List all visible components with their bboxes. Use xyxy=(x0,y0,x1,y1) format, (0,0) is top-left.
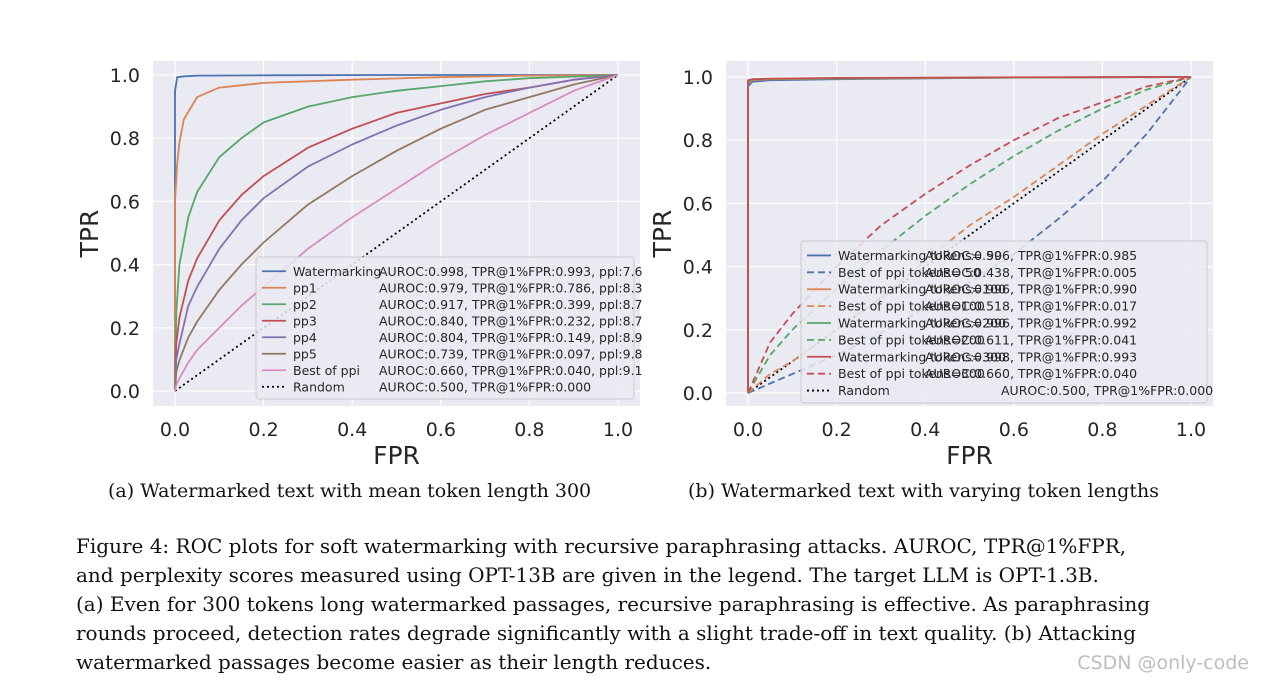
y-tick-label: 0.0 xyxy=(110,381,140,403)
y-axis-label: TPR xyxy=(75,210,104,259)
y-tick-label: 1.0 xyxy=(110,65,140,87)
series-line-6 xyxy=(747,76,1192,394)
legend-entry-stats: AUROC:0.840, TPR@1%FPR:0.232, ppl:8.7 xyxy=(379,313,643,328)
legend-entry-stats: AUROC:0.998, TPR@1%FPR:0.993, ppl:7.6 xyxy=(379,264,643,279)
legend-entry-name: Best of ppi tokens=100 xyxy=(838,299,985,314)
caption-line: watermarked passages become easier as th… xyxy=(76,650,712,674)
x-tick-label: 0.8 xyxy=(1087,419,1117,441)
legend-entry-name: Watermarking tokens= 50 xyxy=(838,248,1002,263)
subcaption-b: (b) Watermarked text with varying token … xyxy=(688,480,1159,502)
site-watermark: CSDN @only-code xyxy=(1077,652,1249,674)
legend-entry-stats: AUROC:0.917, TPR@1%FPR:0.399, ppl:8.7 xyxy=(379,297,643,312)
legend-entry-stats: AUROC:0.518, TPR@1%FPR:0.017 xyxy=(925,299,1137,314)
legend-entry-name: pp4 xyxy=(293,330,317,345)
y-tick-label: 0.6 xyxy=(683,193,713,215)
figure: 0.0 0.0 0.2 0.2 0.4 0.4 0.6 0.6 0.8 0.8 1.0 1.0 FPR T… xyxy=(75,61,1213,470)
series-line-3 xyxy=(174,74,619,392)
legend-entry-name: Watermarking xyxy=(293,264,381,279)
x-axis-label: FPR xyxy=(373,441,420,470)
caption-line: (a) Even for 300 tokens long watermarked… xyxy=(76,592,1151,616)
series-line-5 xyxy=(174,74,619,392)
legend-entry-name: pp1 xyxy=(293,280,317,295)
caption-line: and perplexity scores measured using OPT… xyxy=(76,563,1099,587)
subcaption-a: (a) Watermarked text with mean token len… xyxy=(108,480,592,502)
series-line-1 xyxy=(174,74,618,391)
legend-entry-name: Random xyxy=(293,379,345,394)
x-axis-label: FPR xyxy=(946,441,993,470)
caption-line: Figure 4: ROC plots for soft watermarkin… xyxy=(76,534,1127,558)
x-tick-label: 1.0 xyxy=(603,419,633,441)
chart-a: 0.0 0.0 0.2 0.2 0.4 0.4 0.6 0.6 0.8 0.8 1.0 1.0 FPR T… xyxy=(75,61,643,470)
y-tick-label: 0.8 xyxy=(110,128,140,150)
legend-entry-stats: AUROC:0.611, TPR@1%FPR:0.041 xyxy=(925,332,1137,347)
series-line-6 xyxy=(174,74,619,392)
legend-entry-name: Best of ppi xyxy=(293,363,360,378)
legend-entry-name: Best of ppi tokens=200 xyxy=(838,332,985,347)
legend-entry-stats: AUROC:0.804, TPR@1%FPR:0.149, ppl:8.9 xyxy=(379,330,643,345)
x-tick-label: 0.6 xyxy=(426,419,456,441)
y-tick-label: 1.0 xyxy=(683,67,713,89)
legend-box xyxy=(255,256,635,400)
y-tick-label: 0.2 xyxy=(683,320,713,342)
legend-entry-stats: AUROC:0.438, TPR@1%FPR:0.005 xyxy=(925,265,1137,280)
x-tick-label: 1.0 xyxy=(1176,419,1206,441)
legend-entry-name: Random xyxy=(838,383,890,398)
figure-caption: Figure 4: ROC plots for soft watermarkin… xyxy=(76,532,1216,677)
legend-entry-name: Watermarking tokens=200 xyxy=(838,316,1006,331)
legend-entry-name: Best of ppi tokens= 50 xyxy=(838,265,981,280)
series-line-8 xyxy=(174,74,619,392)
legend-entry-name: Best of ppi tokens=300 xyxy=(838,366,985,381)
series-line-7 xyxy=(747,76,1192,393)
legend-entry-stats: AUROC:0.996, TPR@1%FPR:0.985 xyxy=(925,248,1137,263)
legend-entry-name: pp3 xyxy=(293,313,317,328)
series-line-4 xyxy=(747,76,1192,394)
x-tick-label: 0.0 xyxy=(160,419,190,441)
y-tick-label: 0.4 xyxy=(683,257,713,279)
x-tick-label: 0.2 xyxy=(248,419,278,441)
y-tick-label: 0.8 xyxy=(683,130,713,152)
legend-entry-stats: AUROC:0.660, TPR@1%FPR:0.040 xyxy=(925,366,1137,381)
legend-entry-name: pp5 xyxy=(293,346,317,361)
legend-box xyxy=(800,240,1208,404)
legend-entry-stats: AUROC:0.500, TPR@1%FPR:0.000 xyxy=(1001,383,1213,398)
x-tick-label: 0.4 xyxy=(337,419,367,441)
legend-entry-stats: AUROC:0.996, TPR@1%FPR:0.990 xyxy=(925,282,1137,297)
legend-entry-stats: AUROC:0.739, TPR@1%FPR:0.097, ppl:9.8 xyxy=(379,346,643,361)
legend-entry-name: Watermarking tokens=300 xyxy=(838,349,1006,364)
x-tick-label: 0.0 xyxy=(733,419,763,441)
y-tick-label: 0.6 xyxy=(110,191,140,213)
legend-entry-stats: AUROC:0.979, TPR@1%FPR:0.786, ppl:8.3 xyxy=(379,280,643,295)
y-axis-label: TPR xyxy=(648,210,677,259)
legend-entry-name: pp2 xyxy=(293,297,317,312)
x-tick-label: 0.2 xyxy=(821,419,851,441)
series-line-4 xyxy=(174,74,619,392)
legend-entry-stats: AUROC:0.998, TPR@1%FPR:0.993 xyxy=(925,349,1137,364)
legend-entry-stats: AUROC:0.500, TPR@1%FPR:0.000 xyxy=(379,379,591,394)
legend-entry-stats: AUROC:0.660, TPR@1%FPR:0.040, ppl:9.1 xyxy=(379,363,643,378)
y-tick-label: 0.0 xyxy=(683,383,713,405)
chart-b: 0.0 0.0 0.2 0.2 0.4 0.4 0.6 0.6 0.8 0.8 1.0 1.0 FPR T… xyxy=(648,61,1213,470)
legend-entry-stats: AUROC:0.996, TPR@1%FPR:0.992 xyxy=(925,316,1137,331)
series-line-8 xyxy=(747,76,1192,394)
x-tick-label: 0.6 xyxy=(999,419,1029,441)
y-tick-label: 0.2 xyxy=(110,318,140,340)
x-tick-label: 0.8 xyxy=(514,419,544,441)
y-tick-label: 0.4 xyxy=(110,255,140,277)
x-tick-label: 0.4 xyxy=(910,419,940,441)
legend-entry-name: Watermarking tokens=100 xyxy=(838,282,1006,297)
caption-line: rounds proceed, detection rates degrade … xyxy=(76,621,1137,645)
series-line-2 xyxy=(174,74,619,391)
